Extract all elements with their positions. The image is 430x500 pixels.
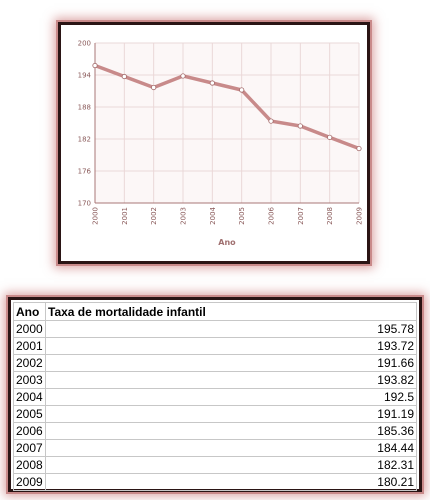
column-header-year: Ano xyxy=(13,302,46,321)
x-tick-label: 2002 xyxy=(150,207,158,225)
value-cell: 184.44 xyxy=(45,439,417,457)
data-point xyxy=(151,84,157,91)
y-tick-label: 188 xyxy=(78,104,91,112)
value-cell: 193.82 xyxy=(45,371,417,389)
table-row: 2001 193.72 xyxy=(13,337,417,355)
year-cell: 2007 xyxy=(13,439,46,457)
data-point xyxy=(297,123,303,129)
x-tick-label: 2003 xyxy=(180,207,188,225)
x-tick-label: 2009 xyxy=(356,207,364,225)
data-table: Ano Taxa de mortalidade infantil 2000 19… xyxy=(13,302,417,491)
value-cell: 191.66 xyxy=(45,354,417,372)
y-tick-label: 182 xyxy=(78,136,91,144)
table-row: 2004 192.5 xyxy=(13,388,417,406)
y-tick-label: 200 xyxy=(78,40,91,48)
value-cell: 182.31 xyxy=(45,456,417,474)
line-chart: 170 176 182 188 194 200 2000 2001 2002 2003 2004 20… xyxy=(78,40,364,248)
table-row: 2007 184.44 xyxy=(13,439,417,457)
value-cell: 185.36 xyxy=(45,422,417,440)
x-tick-label: 2005 xyxy=(238,207,246,225)
year-cell: 2009 xyxy=(13,473,46,491)
table-row: 2003 193.82 xyxy=(13,371,417,389)
data-point xyxy=(209,80,215,86)
x-tick-label: 2000 xyxy=(92,207,100,225)
year-cell: 2001 xyxy=(13,337,46,355)
year-cell: 2002 xyxy=(13,354,46,372)
y-tick-label: 176 xyxy=(78,168,92,176)
value-cell: 195.78 xyxy=(45,320,417,338)
table-row: 2009 180.21 xyxy=(13,473,417,491)
column-header-mortality: Taxa de mortalidade infantil xyxy=(45,302,417,321)
chart-frame: 170 176 182 188 194 200 2000 2001 2002 2003 2004 20… xyxy=(58,22,370,264)
data-point xyxy=(239,87,245,93)
year-cell: 2008 xyxy=(13,456,46,474)
y-tick-label: 194 xyxy=(78,72,92,80)
x-tick-label: 2006 xyxy=(268,206,276,224)
data-point xyxy=(92,62,98,69)
data-point xyxy=(356,145,362,152)
year-cell: 2000 xyxy=(13,320,46,338)
data-point xyxy=(121,73,127,80)
y-tick-label: 170 xyxy=(78,200,91,208)
year-cell: 2004 xyxy=(13,388,46,406)
series-line xyxy=(93,63,361,151)
x-axis-title: Ano xyxy=(218,238,236,247)
table-frame: Ano Taxa de mortalidade infantil 2000 19… xyxy=(8,297,422,492)
table-row: 2002 191.66 xyxy=(13,354,417,372)
table-row: 2006 185.36 xyxy=(13,422,417,440)
table-row: 2005 191.19 xyxy=(13,405,417,423)
table-header-row: Ano Taxa de mortalidade infantil xyxy=(13,302,417,321)
x-tick-label: 2007 xyxy=(297,207,305,225)
value-cell: 191.19 xyxy=(45,405,417,423)
table-row: 2000 195.78 xyxy=(13,320,417,338)
year-cell: 2006 xyxy=(13,422,46,440)
year-cell: 2005 xyxy=(13,405,46,423)
x-tick-label: 2008 xyxy=(326,207,334,225)
data-point xyxy=(268,118,274,124)
data-point xyxy=(180,73,186,79)
plot-area xyxy=(95,43,359,203)
x-tick-label: 2004 xyxy=(209,206,217,224)
value-cell: 192.5 xyxy=(45,388,417,406)
value-cell: 180.21 xyxy=(45,473,417,491)
value-cell: 193.72 xyxy=(45,337,417,355)
table-row: 2008 182.31 xyxy=(13,456,417,474)
data-point xyxy=(327,134,333,140)
x-tick-label: 2001 xyxy=(121,207,129,225)
year-cell: 2003 xyxy=(13,371,46,389)
